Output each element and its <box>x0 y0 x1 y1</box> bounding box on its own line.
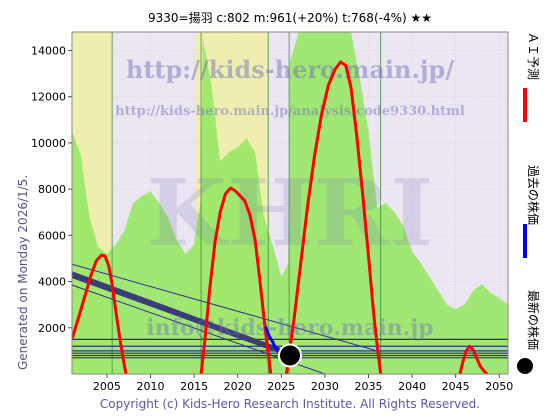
legend-latest-dot <box>517 358 533 374</box>
x-tick-label: 2045 <box>442 380 470 393</box>
ai-prediction-segment-3 <box>285 60 383 374</box>
legend-ai-swatch <box>523 88 527 122</box>
x-tick-label: 2015 <box>180 380 208 393</box>
plot-frame <box>71 31 509 375</box>
x-tick-label: 2030 <box>311 380 339 393</box>
ai-prediction-segment-2 <box>199 186 273 374</box>
ai-prediction-segment-1 <box>72 253 128 374</box>
y-tick-label: 4000 <box>38 276 66 289</box>
watermark-url1: http://kids-hero.main.jp/ <box>126 55 454 84</box>
legend-past-label: 過去の株価 <box>526 165 541 225</box>
legend-past-swatch <box>523 224 527 258</box>
generated-date-label: Generated on Monday 2026/1/5. <box>16 175 30 370</box>
y-tick-label: 10000 <box>31 137 66 150</box>
cycle-vertical-lines <box>111 32 382 374</box>
y-tick-label: 8000 <box>38 183 66 196</box>
watermark: http://kids-hero.main.jp/ http://kids-he… <box>115 55 465 341</box>
legend-latest-label: 最新の株価 <box>526 290 541 350</box>
legend: ＡＩ予測 過去の株価 最新の株価 <box>517 32 541 374</box>
x-tick-label: 2010 <box>136 380 164 393</box>
y-tick-label: 2000 <box>38 322 66 335</box>
x-tick-label: 2025 <box>267 380 295 393</box>
x-tick-label: 2005 <box>93 380 121 393</box>
y-tick-label: 14000 <box>31 44 66 57</box>
x-tick-label: 2050 <box>485 380 513 393</box>
y-tick-label: 12000 <box>31 91 66 104</box>
trend-band <box>72 271 292 358</box>
copyright-footer: Copyright (c) Kids-Hero Research Institu… <box>100 397 480 411</box>
watermark-big: KHRI <box>147 159 433 267</box>
y-tick-label: 6000 <box>38 229 66 242</box>
x-tick-label: 2035 <box>354 380 382 393</box>
legend-ai-label: ＡＩ予測 <box>526 32 540 80</box>
green-volume-area <box>72 32 508 374</box>
x-tick-label: 2040 <box>398 380 426 393</box>
trend-upper-line <box>72 263 378 352</box>
x-axis-ticks: 2005 2010 2015 2020 2025 2030 2035 2040 2045 2050 <box>93 374 513 393</box>
watermark-email: info@kids-hero.main.jp <box>146 315 433 341</box>
watermark-url2: http://kids-hero.main.jp/analysis/code93… <box>115 104 465 119</box>
ai-prediction-segment-4 <box>458 344 489 374</box>
y-axis-ticks: 2000 4000 6000 8000 10000 12000 14000 <box>31 44 72 335</box>
x-tick-label: 2020 <box>224 380 252 393</box>
latest-price-marker <box>278 343 302 368</box>
chart-title: 9330=揚羽 c:802 m:961(+20%) t:768(-4%) ★★ <box>148 11 432 25</box>
ai-prediction-series <box>72 60 489 374</box>
